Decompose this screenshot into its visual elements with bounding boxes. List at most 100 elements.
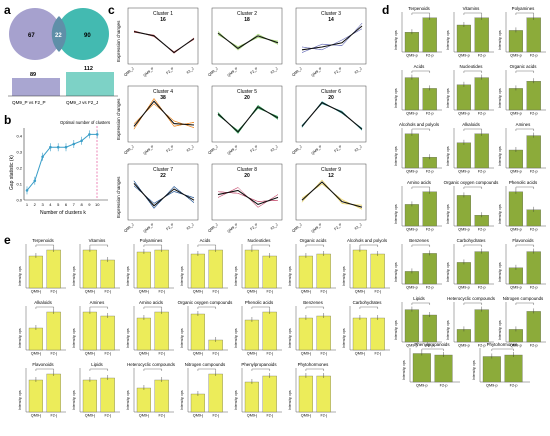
cluster-count: 20	[328, 95, 334, 101]
panel-e-chart: Organic acids QM9-j F2-j Intensity, cps	[288, 238, 336, 294]
cluster-xtick: QM9_J	[123, 223, 135, 234]
bar-ylabel: Intensity, cps	[394, 320, 398, 340]
cluster-panel: Cluster 218 QM9_J QM9_P F2_P F2_J	[207, 7, 283, 78]
panel-d-chart: Benzenes QM9-p F2-p Intensity, cps	[394, 238, 442, 290]
bar-xlabel: QM9-p	[510, 54, 522, 58]
metabolite-class-title: Amines	[516, 122, 531, 127]
cluster-gene-line	[217, 34, 279, 47]
panel-e-chart: Acids QM9-j F2-j Intensity, cps	[180, 238, 228, 294]
panel-e-chart: Phenolic acids QM9-j F2-j Intensity, cps	[234, 300, 282, 356]
metabolite-class-title: Flavonoids	[32, 362, 54, 367]
metabolite-class-title: Polyamines	[512, 6, 535, 11]
bar-control	[136, 387, 151, 413]
bar-xlabel: QM9-j	[193, 352, 203, 356]
metabolite-class-title: Lipids	[413, 296, 425, 301]
bar-treatment	[100, 377, 115, 413]
bar-treatment	[154, 379, 169, 413]
bar-xlabel: QM9-j	[139, 414, 149, 418]
significance-bracket	[515, 70, 534, 73]
significance-bracket	[89, 368, 108, 371]
gap-xtick-label: 6	[65, 202, 68, 207]
bar-treatment	[434, 354, 453, 383]
bar-xlabel: QM9-p	[458, 344, 470, 348]
venn-overlap	[51, 16, 67, 52]
panel-d-chart: Nucleotides QM9-p F2-p Intensity, cps	[446, 64, 494, 116]
cluster-xtick: QM9_P	[311, 66, 323, 77]
bar-xlabel: F2-j	[320, 352, 327, 356]
metabolite-class-title: Phenylpropanoids	[241, 362, 277, 367]
cluster-xtick: QM9_J	[291, 67, 303, 78]
bar-xlabel: QM9-j	[31, 352, 41, 356]
panel-d-chart: Carbohydrates QM9-p F2-p Intensity, cps	[446, 238, 494, 290]
gap-ytick-label: 0.0	[16, 198, 22, 203]
bar-control	[456, 24, 471, 53]
cluster-gene-line	[217, 34, 279, 48]
cluster-gene-line	[133, 30, 195, 53]
bar-xlabel: QM9-j	[355, 352, 365, 356]
cluster-grid: Cluster 116 QM9_J QM9_P F2_P F2_J Expression …	[116, 7, 367, 234]
bar-ylabel: Intensity, cps	[234, 266, 238, 286]
cluster-count: 20	[244, 173, 250, 179]
bar-control	[244, 381, 259, 413]
gap-point	[95, 133, 99, 136]
bar-treatment	[154, 249, 169, 289]
metabolite-class-title: Terpenoids	[32, 238, 54, 243]
significance-bracket	[251, 368, 270, 371]
bar-xlabel: QM9-j	[247, 414, 257, 418]
bar-ylabel: Intensity, cps	[446, 320, 450, 340]
panel-label-c: c	[108, 3, 115, 17]
bar-xlabel: F2-j	[50, 290, 57, 294]
bar-control	[412, 353, 431, 383]
cluster-xtick: QM9_P	[143, 66, 155, 77]
gap-xtick-label: 7	[73, 202, 76, 207]
panel-e-chart: Flavonoids QM9-j F2-j Intensity, cps	[18, 362, 66, 418]
cluster-xtick: F2_J	[186, 223, 195, 231]
bar-treatment	[474, 77, 489, 111]
cluster-gene-line	[133, 31, 195, 54]
bar-xlabel: QM9-p	[510, 286, 522, 290]
gap-line	[26, 133, 98, 191]
bar-xlabel: QM9-p	[458, 170, 470, 174]
venn-shared-count: 22	[55, 33, 62, 39]
cluster-xtick: QM9_P	[143, 222, 155, 233]
bar-xlabel: F2-j	[212, 290, 219, 294]
bar-xlabel: F2-p	[530, 228, 538, 232]
bar-xlabel: F2-j	[104, 290, 111, 294]
bar-ylabel: Intensity, cps	[288, 390, 292, 410]
significance-bracket	[463, 70, 482, 73]
cluster-gene-line	[301, 101, 363, 129]
cluster-xtick: QM9_P	[227, 66, 239, 77]
gap-point	[56, 145, 60, 149]
cluster-gene-line	[133, 31, 195, 53]
bar-xlabel: F2-p	[478, 54, 486, 58]
metabolite-class-title: Phytohormones	[487, 342, 519, 347]
cluster-count: 22	[160, 173, 166, 179]
cluster-xtick: QM9_J	[123, 67, 135, 78]
gap-point	[64, 145, 68, 149]
significance-bracket	[515, 186, 534, 189]
metabolite-class-title: Heterocyclic compounds	[447, 296, 496, 301]
deg-bar-1-value: 89	[30, 72, 36, 78]
bar-treatment	[46, 311, 61, 351]
bar-xlabel: F2-p	[426, 170, 434, 174]
bar-control	[456, 262, 471, 285]
bar-control	[82, 249, 97, 289]
bar-ylabel: Intensity, cps	[288, 266, 292, 286]
gap-point	[72, 142, 76, 146]
panel-d-chart: Organic acids QM9-p F2-p Intensity, cps	[498, 64, 546, 116]
bar-ylabel: Intensity, cps	[18, 328, 22, 348]
panel-e-chart: Amines QM9-j F2-j Intensity, cps	[72, 300, 120, 356]
cluster-xtick: QM9_P	[311, 222, 323, 233]
bar-xlabel: F2-p	[530, 286, 538, 290]
bar-control	[82, 379, 97, 413]
bar-treatment	[208, 373, 223, 413]
gap-point	[41, 155, 44, 159]
gap-x-ticks: 1 2 3 4 5 6 7 8 9 10	[26, 202, 100, 207]
panel-label-b: b	[4, 113, 11, 127]
bar-xlabel: F2-j	[374, 352, 381, 356]
bar-xlabel: F2-j	[158, 352, 165, 356]
deg-bar-1-label: QM9_P vs F2_P	[12, 100, 46, 105]
metabolite-class-title: Vitamins	[463, 6, 481, 11]
venn-diagram: 67 22 90	[9, 8, 109, 60]
